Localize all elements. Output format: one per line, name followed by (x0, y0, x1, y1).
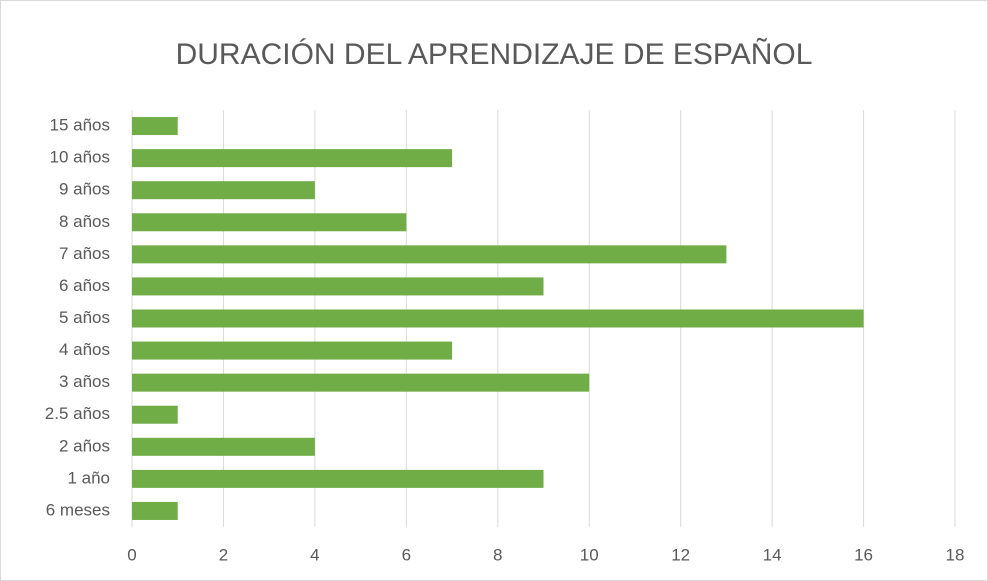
x-tick-label: 8 (493, 545, 502, 564)
x-tick-label: 16 (854, 545, 873, 564)
y-tick-label: 6 meses (46, 500, 110, 519)
x-tick-label: 2 (219, 545, 228, 564)
x-tick-label: 14 (763, 545, 782, 564)
y-tick-label: 7 años (59, 244, 110, 263)
x-tick-label: 18 (946, 545, 965, 564)
y-tick-label: 6 años (59, 276, 110, 295)
y-tick-label: 10 años (50, 148, 111, 167)
y-tick-label: 15 años (50, 116, 111, 135)
bar (132, 501, 178, 520)
bar (132, 309, 864, 328)
y-tick-label: 4 años (59, 340, 110, 359)
bar (132, 373, 590, 392)
bar (132, 405, 178, 424)
bar (132, 469, 544, 488)
bar (132, 117, 178, 136)
bar (132, 437, 315, 456)
y-tick-label: 3 años (59, 372, 110, 391)
bar (132, 181, 315, 200)
y-tick-label: 1 año (67, 468, 110, 487)
bar (132, 341, 453, 360)
y-tick-label: 2.5 años (45, 404, 110, 423)
x-tick-label: 0 (127, 545, 136, 564)
y-tick-label: 5 años (59, 308, 110, 327)
bar (132, 149, 453, 168)
bar (132, 245, 727, 264)
x-tick-label: 6 (402, 545, 411, 564)
y-tick-label: 8 años (59, 212, 110, 231)
chart-title: DURACIÓN DEL APRENDIZAJE DE ESPAÑOL (176, 37, 813, 71)
x-tick-label: 12 (671, 545, 690, 564)
x-tick-label: 4 (310, 545, 319, 564)
x-tick-label: 10 (580, 545, 599, 564)
bar (132, 277, 544, 296)
y-tick-label: 2 años (59, 436, 110, 455)
bar (132, 213, 407, 232)
y-tick-label: 9 años (59, 180, 110, 199)
